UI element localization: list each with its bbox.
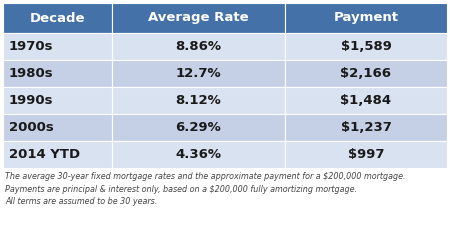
- Text: $1,589: $1,589: [341, 40, 392, 53]
- Text: $997: $997: [348, 148, 384, 161]
- FancyBboxPatch shape: [112, 87, 285, 114]
- Text: Average Rate: Average Rate: [148, 12, 249, 24]
- FancyBboxPatch shape: [285, 3, 447, 33]
- Text: 4.36%: 4.36%: [176, 148, 221, 161]
- Text: 1990s: 1990s: [9, 94, 54, 107]
- Text: Payment: Payment: [333, 12, 398, 24]
- FancyBboxPatch shape: [112, 60, 285, 87]
- FancyBboxPatch shape: [285, 60, 447, 87]
- FancyBboxPatch shape: [285, 33, 447, 60]
- FancyBboxPatch shape: [112, 141, 285, 168]
- FancyBboxPatch shape: [112, 3, 285, 33]
- Text: 6.29%: 6.29%: [176, 121, 221, 134]
- Text: $1,484: $1,484: [340, 94, 392, 107]
- Text: Decade: Decade: [30, 12, 85, 24]
- FancyBboxPatch shape: [3, 141, 112, 168]
- FancyBboxPatch shape: [285, 141, 447, 168]
- FancyBboxPatch shape: [3, 3, 112, 33]
- Text: 1970s: 1970s: [9, 40, 54, 53]
- FancyBboxPatch shape: [285, 87, 447, 114]
- Text: 1980s: 1980s: [9, 67, 54, 80]
- Text: 8.86%: 8.86%: [176, 40, 221, 53]
- Text: 12.7%: 12.7%: [176, 67, 221, 80]
- FancyBboxPatch shape: [3, 114, 112, 141]
- Text: 2014 YTD: 2014 YTD: [9, 148, 80, 161]
- Text: 8.12%: 8.12%: [176, 94, 221, 107]
- FancyBboxPatch shape: [3, 60, 112, 87]
- Text: The average 30-year fixed mortgage rates and the approximate payment for a $200,: The average 30-year fixed mortgage rates…: [5, 172, 405, 206]
- FancyBboxPatch shape: [112, 114, 285, 141]
- FancyBboxPatch shape: [3, 87, 112, 114]
- FancyBboxPatch shape: [3, 33, 112, 60]
- FancyBboxPatch shape: [112, 33, 285, 60]
- Text: $1,237: $1,237: [341, 121, 392, 134]
- FancyBboxPatch shape: [285, 114, 447, 141]
- Text: $2,166: $2,166: [341, 67, 392, 80]
- Text: 2000s: 2000s: [9, 121, 54, 134]
